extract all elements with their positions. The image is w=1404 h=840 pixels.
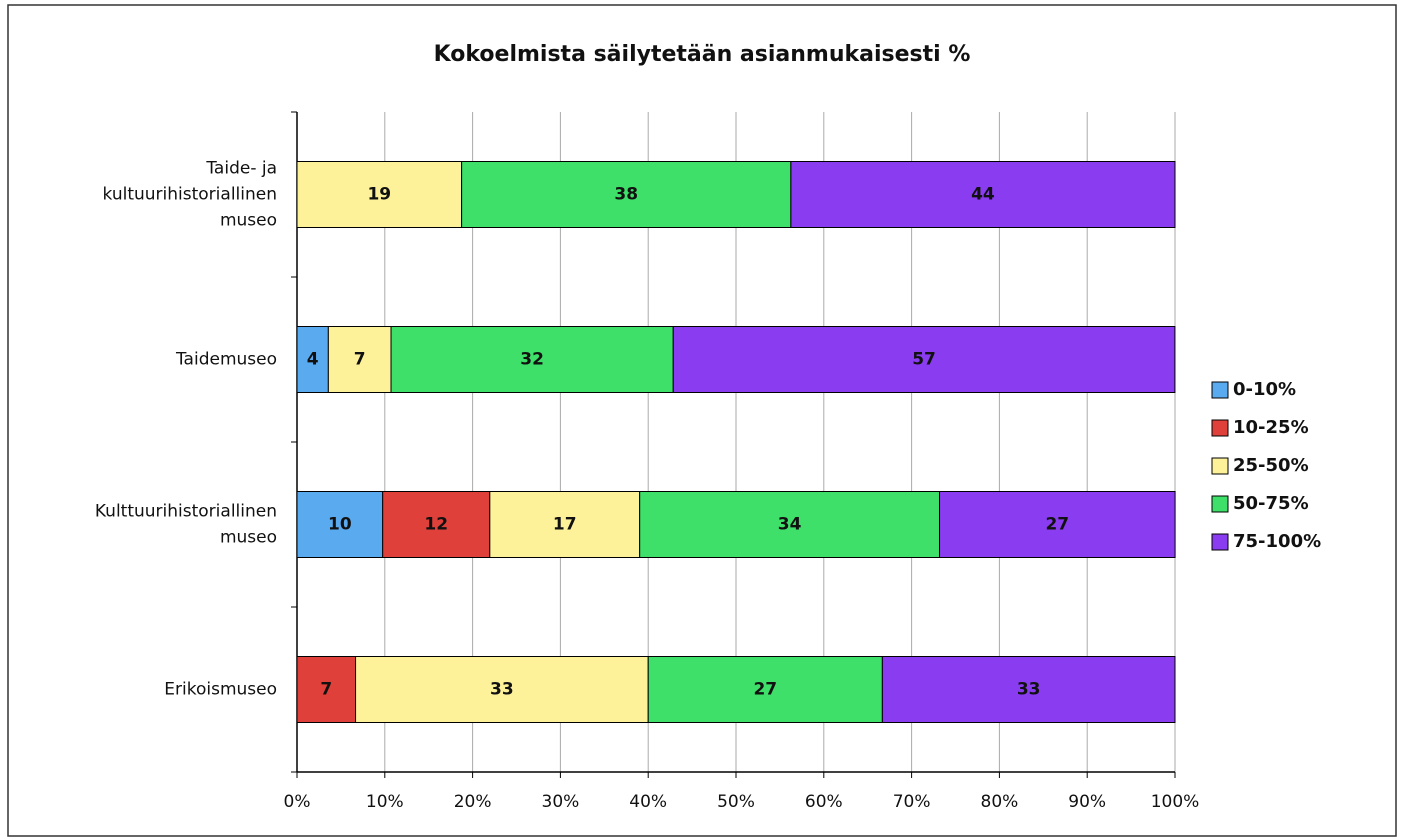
chart-title: Kokoelmista säilytetään asianmukaisesti … (434, 42, 971, 67)
x-tick-label: 100% (1151, 792, 1200, 812)
legend-label: 10-25% (1233, 417, 1309, 438)
value-label: 33 (1017, 680, 1041, 700)
value-label: 34 (778, 515, 802, 535)
x-tick-label: 80% (981, 792, 1019, 812)
y-tick-label-line: museo (220, 211, 277, 231)
x-tick-label: 40% (629, 792, 667, 812)
value-label: 7 (320, 680, 332, 700)
value-label: 27 (1045, 515, 1069, 535)
legend-label: 0-10% (1233, 379, 1296, 400)
y-tick-label-line: Erikoismuseo (164, 680, 277, 700)
bar-segment (390, 326, 674, 393)
x-tick-label: 50% (717, 792, 755, 812)
legend-label: 25-50% (1233, 455, 1309, 476)
bar-segment (939, 491, 1176, 558)
legend-swatch (1211, 533, 1229, 551)
bar-segment (639, 491, 941, 558)
y-tick-label-line: kultuurihistoriallinen (103, 185, 277, 205)
bar-segment (672, 326, 1176, 393)
bar-segment (355, 656, 649, 723)
bar-segment (489, 491, 641, 558)
y-tick-label-line: Taide- ja (205, 159, 277, 179)
value-label: 44 (971, 185, 995, 205)
y-tick-label-line: museo (220, 528, 277, 548)
value-label: 38 (614, 185, 638, 205)
bar-segment (881, 656, 1176, 723)
value-label: 32 (520, 350, 544, 370)
y-tick-label: Taidemuseo (175, 350, 277, 370)
value-label: 17 (553, 515, 577, 535)
bar-segment (382, 491, 491, 558)
value-label: 33 (490, 680, 514, 700)
value-label: 27 (753, 680, 777, 700)
value-label: 7 (354, 350, 366, 370)
legend-swatch (1211, 419, 1229, 437)
y-tick-label: Taide- ja kultuurihistoriallinen museo (103, 159, 277, 231)
bar-segment (296, 491, 384, 558)
bar-segment (327, 326, 392, 393)
x-tick-label: 0% (284, 792, 311, 812)
legend-label: 50-75% (1233, 493, 1309, 514)
value-label: 19 (367, 185, 391, 205)
x-tick-label: 30% (542, 792, 580, 812)
bar-segment (647, 656, 883, 723)
legend-swatch (1211, 457, 1229, 475)
bar-segment (296, 326, 329, 393)
bar-segment (790, 161, 1176, 228)
y-tick-label: Kulttuurihistoriallinen museo (95, 502, 277, 548)
value-label: 10 (328, 515, 352, 535)
legend-swatch (1211, 495, 1229, 513)
x-tick-label: 90% (1068, 792, 1106, 812)
y-tick-label-line: Kulttuurihistoriallinen (95, 502, 277, 522)
y-tick-label: Erikoismuseo (164, 680, 277, 700)
x-tick-label: 60% (805, 792, 843, 812)
legend-label: 75-100% (1233, 531, 1321, 552)
value-label: 4 (307, 350, 319, 370)
bar-segment (461, 161, 792, 228)
x-tick-label: 70% (893, 792, 931, 812)
x-tick-label: 10% (366, 792, 404, 812)
bar-segment (296, 656, 357, 723)
x-tick-label: 20% (454, 792, 492, 812)
y-tick-label-line: Taidemuseo (175, 350, 277, 370)
value-label: 12 (424, 515, 448, 535)
legend-swatch (1211, 381, 1229, 399)
value-label: 57 (912, 350, 936, 370)
